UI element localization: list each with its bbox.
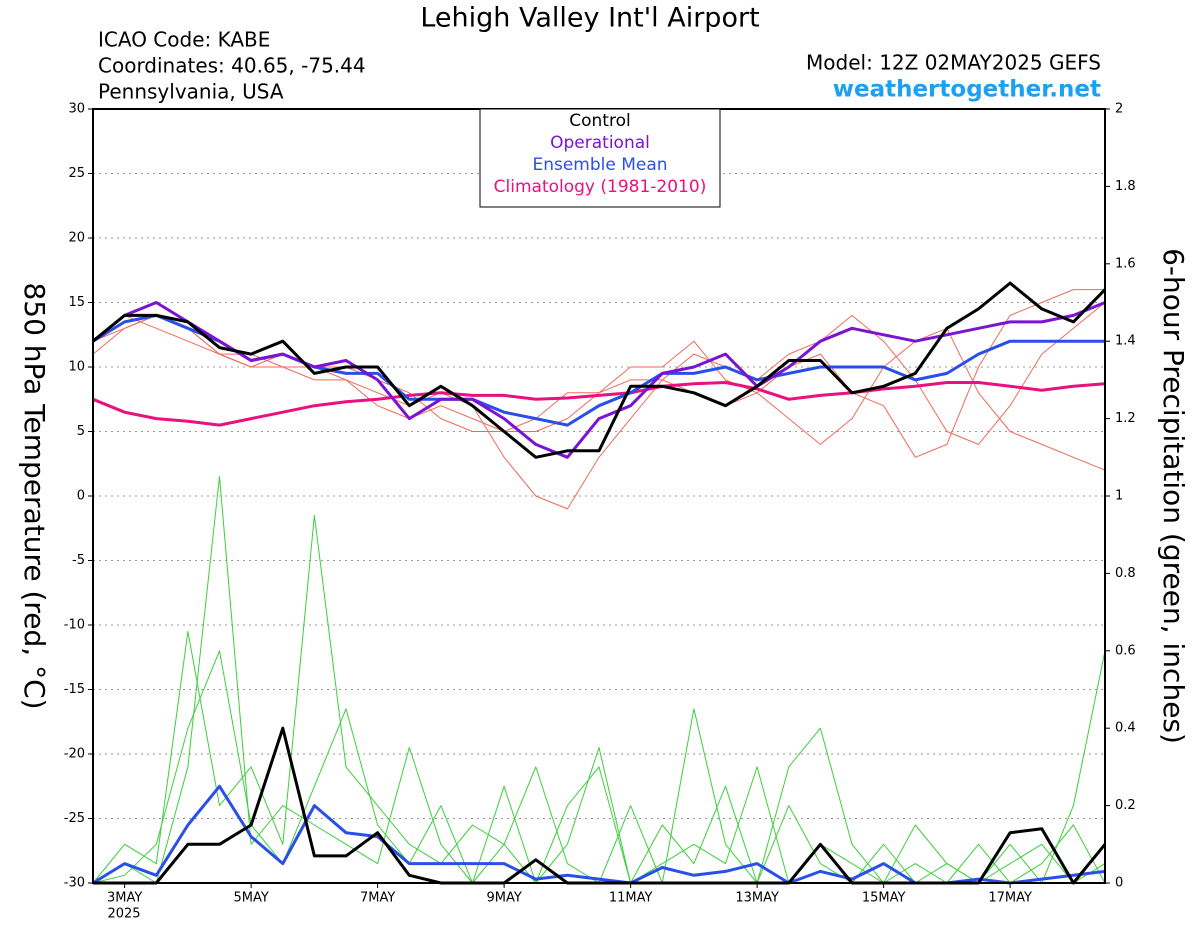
y-tick-label: 20 xyxy=(68,231,85,246)
y2-tick-label: 0.6 xyxy=(1115,643,1136,658)
legend-entry: Ensemble Mean xyxy=(532,155,667,175)
y2-tick-label: 1.8 xyxy=(1115,179,1136,194)
x-tick-label: 17MAY xyxy=(988,891,1032,906)
y-tick-label: 25 xyxy=(68,166,85,181)
y2-axis-label: 6-hour Precipitation (green, inches) xyxy=(1157,248,1190,744)
x-tick-label: 13MAY xyxy=(735,891,779,906)
site: weathertogether.net xyxy=(833,77,1101,103)
y-tick-label: 15 xyxy=(68,295,85,310)
y-tick-label: -10 xyxy=(64,618,85,633)
series-line xyxy=(92,289,1105,458)
y-tick-label: 10 xyxy=(68,360,85,375)
legend-box xyxy=(479,108,721,208)
y2-tick-label: 0.4 xyxy=(1115,721,1136,736)
y2-tick-label: 1.4 xyxy=(1115,334,1136,349)
x-tick-label: 15MAY xyxy=(862,891,906,906)
coordinates: Coordinates: 40.65, -75.44 xyxy=(98,54,366,78)
y2-tick-label: 1.2 xyxy=(1115,411,1136,426)
x-tick-label: 3MAY xyxy=(107,891,142,906)
y-tick-label: -20 xyxy=(64,747,85,762)
series-line xyxy=(93,726,1107,885)
series-line xyxy=(92,784,1106,885)
series-line xyxy=(92,313,1105,427)
legend-entry: Operational xyxy=(550,133,650,153)
model: Model: 12Z 02MAY2025 GEFS xyxy=(806,51,1101,75)
series-line xyxy=(92,301,1106,459)
y-tick-label: 30 xyxy=(68,102,85,117)
legend-entry: Control xyxy=(569,111,630,131)
x-tick-label: 9MAY xyxy=(486,891,521,906)
y-axis-label: 850 hPa Temperature (red, °C) xyxy=(18,282,51,709)
x-tick-label: 5MAY xyxy=(233,891,268,906)
legend-entry: Climatology (1981-2010) xyxy=(494,177,707,197)
series-line xyxy=(92,650,1106,884)
x-tick-label: 7MAY xyxy=(360,891,395,906)
y-tick-label: 0 xyxy=(77,489,85,504)
icao: ICAO Code: KABE xyxy=(98,28,270,52)
series-line xyxy=(92,281,1107,459)
y2-tick-label: 1 xyxy=(1115,489,1123,504)
y-tick-label: -30 xyxy=(64,876,85,891)
series-line xyxy=(92,314,1106,471)
y2-tick-label: 2 xyxy=(1115,102,1123,117)
chart-title: Lehigh Valley Int'l Airport xyxy=(420,3,759,34)
y-tick-label: -25 xyxy=(64,811,85,826)
y2-tick-label: 0.8 xyxy=(1115,566,1136,581)
y-tick-label: 5 xyxy=(77,424,85,439)
series-line xyxy=(92,476,1106,884)
y2-tick-label: 1.6 xyxy=(1115,256,1136,271)
series-line xyxy=(92,381,1106,427)
x-tick-label: 11MAY xyxy=(609,891,653,906)
y2-tick-label: 0.2 xyxy=(1115,798,1136,813)
y-tick-label: -5 xyxy=(72,553,85,568)
y-tick-label: -15 xyxy=(64,682,85,697)
year-label: 2025 xyxy=(107,907,140,922)
location: Pennsylvania, USA xyxy=(98,80,284,104)
y2-tick-label: 0 xyxy=(1115,876,1123,891)
